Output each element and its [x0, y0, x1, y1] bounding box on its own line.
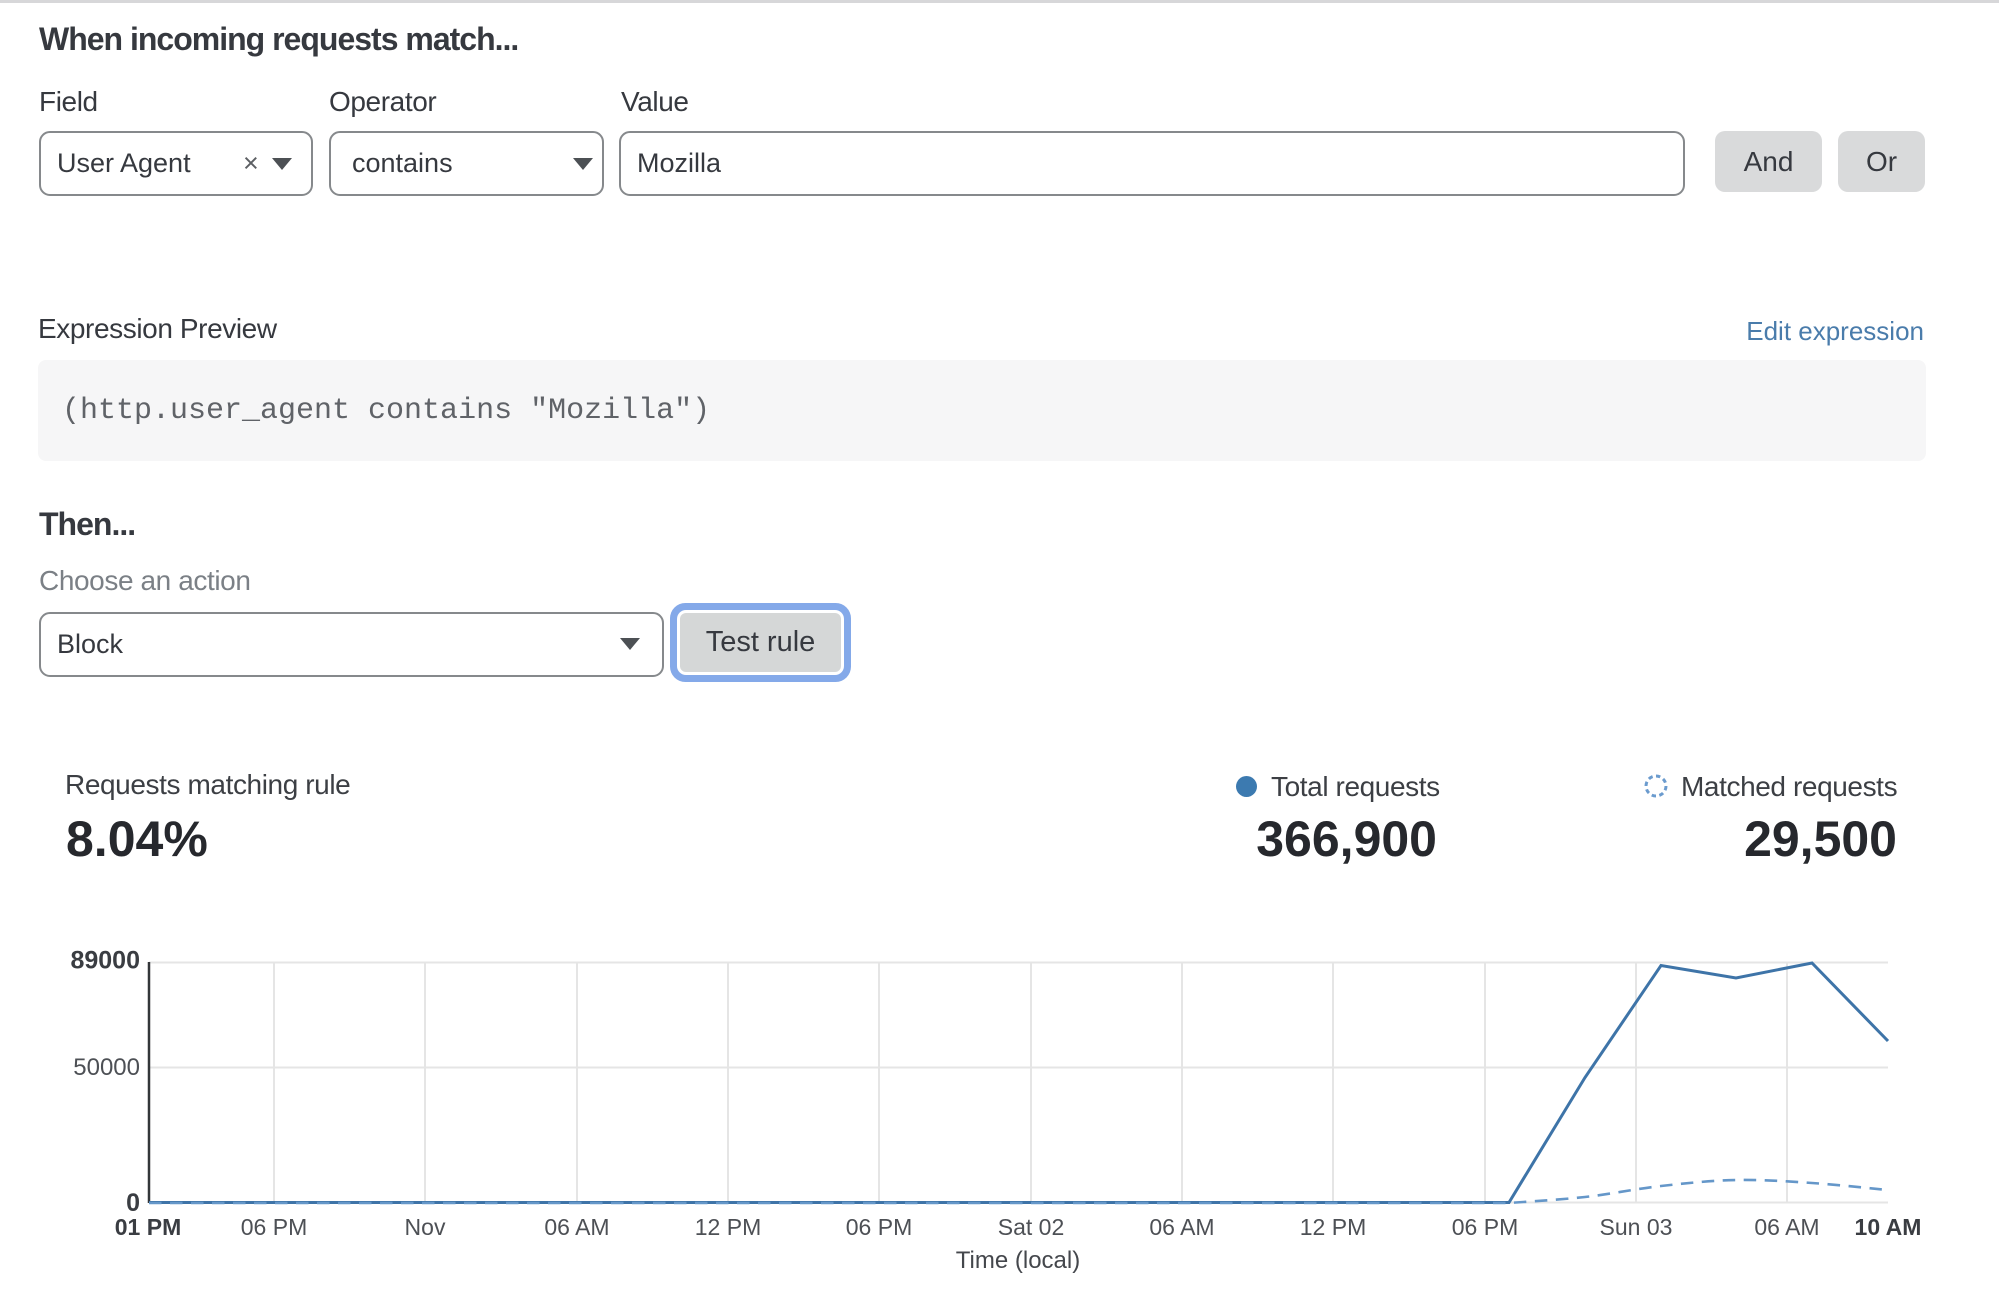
svg-text:06 AM: 06 AM [1149, 1214, 1214, 1240]
svg-text:06 AM: 06 AM [1754, 1214, 1819, 1240]
svg-text:06 PM: 06 PM [1452, 1214, 1518, 1240]
svg-text:12 PM: 12 PM [1300, 1214, 1366, 1240]
svg-text:Sun 03: Sun 03 [1600, 1214, 1673, 1240]
svg-text:89000: 89000 [70, 947, 140, 975]
svg-text:01 PM: 01 PM [115, 1214, 181, 1240]
svg-text:Time (local): Time (local) [956, 1247, 1080, 1274]
svg-text:06 AM: 06 AM [544, 1214, 609, 1240]
svg-text:Sat 02: Sat 02 [998, 1214, 1065, 1240]
svg-text:0: 0 [126, 1189, 140, 1217]
svg-text:06 PM: 06 PM [846, 1214, 912, 1240]
svg-text:50000: 50000 [73, 1054, 140, 1081]
svg-text:12 PM: 12 PM [695, 1214, 761, 1240]
svg-text:06 PM: 06 PM [241, 1214, 307, 1240]
svg-text:Nov: Nov [405, 1214, 446, 1240]
svg-text:10 AM: 10 AM [1855, 1214, 1922, 1240]
